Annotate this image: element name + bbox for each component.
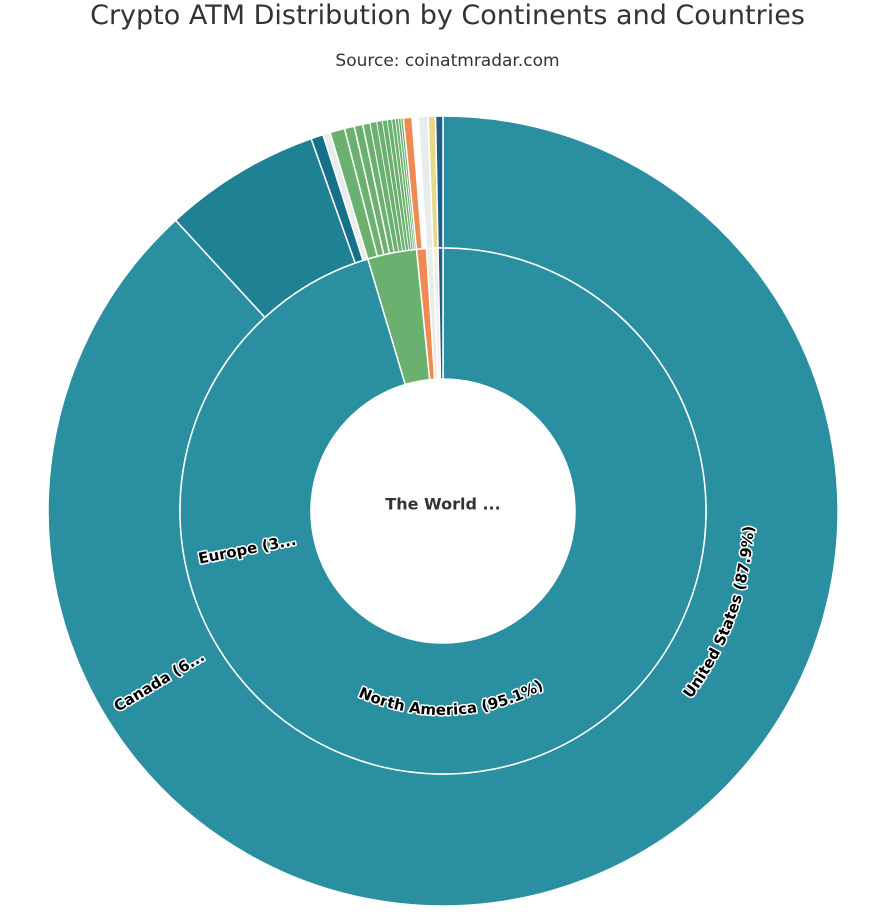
continent-ring <box>179 247 707 775</box>
country-ring <box>47 115 839 907</box>
center-node[interactable] <box>311 379 575 643</box>
chart-title: Crypto ATM Distribution by Continents an… <box>90 0 805 31</box>
chart-subtitle: Source: coinatmradar.com <box>335 51 560 71</box>
center-label: The World ... <box>385 495 500 514</box>
